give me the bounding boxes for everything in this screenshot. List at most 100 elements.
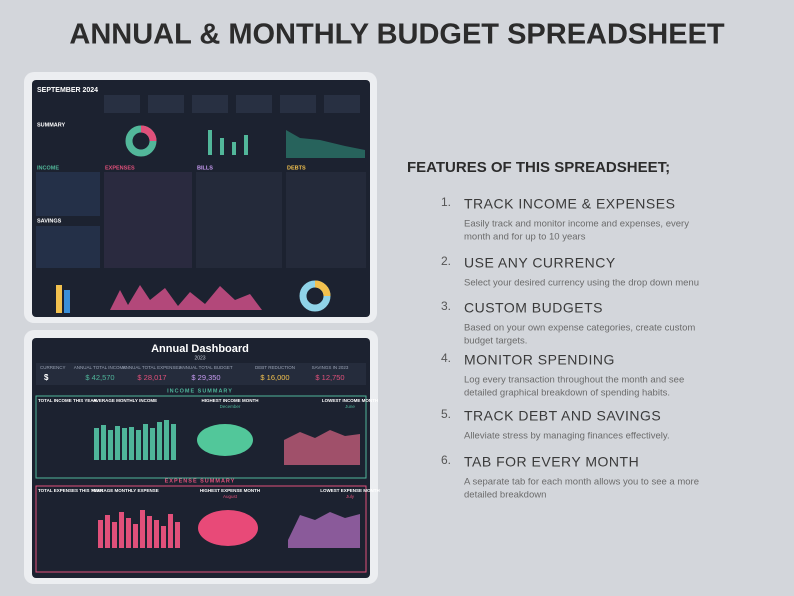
pie: [197, 424, 253, 456]
dashboard-year: 2023: [194, 355, 205, 361]
kpi-label: DEBT REDUCTION: [255, 365, 295, 370]
bar: [232, 142, 236, 155]
stat-month: December: [220, 404, 241, 409]
bar-group: [208, 130, 248, 155]
feature-description: Log every transaction throughout the mon…: [464, 375, 684, 386]
bar: [164, 420, 169, 460]
bar: [208, 130, 212, 155]
bar: [157, 422, 162, 460]
bar: [244, 135, 248, 155]
feature-title: USE ANY CURRENCY: [464, 255, 616, 271]
bar-group: [94, 420, 176, 460]
donut-slice: [140, 125, 157, 142]
feature-description: A separate tab for each month allows you…: [464, 477, 699, 488]
bar: [129, 427, 134, 460]
area: [284, 430, 360, 465]
kpi-value: $: [44, 373, 49, 382]
feature-title: TAB FOR EVERY MONTH: [464, 454, 639, 470]
bar: [126, 518, 131, 548]
kpi-label: CURRENCY: [40, 365, 66, 370]
feature-title: TRACK DEBT AND SAVINGS: [464, 408, 661, 424]
bar: [101, 425, 106, 460]
stat-label: LOWEST EXPENSE MONTH: [320, 488, 380, 493]
table-block: [104, 172, 192, 268]
bar: [119, 512, 124, 548]
bar: [168, 514, 173, 548]
donut-slice: [314, 280, 331, 297]
table-block: [36, 172, 100, 216]
feature-description: detailed graphical breakdown of spending…: [464, 388, 670, 399]
feature-description: budget targets.: [464, 336, 527, 347]
bar: [220, 138, 224, 155]
annual-screen: [32, 338, 370, 578]
bar-group: [98, 510, 180, 548]
bar: [122, 428, 127, 460]
bar: [98, 520, 103, 548]
stat-label: TOTAL EXPENSES THIS YEAR: [38, 488, 104, 493]
feature-title: MONITOR SPENDING: [464, 352, 615, 368]
kpi-label: ANNUAL TOTAL INCOME: [74, 365, 126, 370]
kpi-value: $ 29,350: [191, 373, 220, 382]
bar: [64, 290, 70, 313]
month-title: SEPTEMBER 2024: [37, 87, 98, 94]
kpi-value: $ 28,017: [137, 373, 166, 382]
kpi-value: $ 16,000: [260, 373, 289, 382]
bar: [143, 424, 148, 460]
feature-number: 2.: [441, 254, 451, 268]
feature-description: Easily track and monitor income and expe…: [464, 219, 689, 230]
kpi-box: [104, 95, 140, 113]
bar: [108, 430, 113, 460]
bar: [105, 515, 110, 548]
area: [288, 512, 360, 548]
feature-number: 4.: [441, 351, 451, 365]
page-title: ANNUAL & MONTHLY BUDGET SPREADSHEET: [69, 19, 725, 51]
section-label: SAVINGS: [37, 218, 62, 224]
feature-number: 1.: [441, 195, 451, 209]
feature-number: 5.: [441, 407, 451, 421]
feature-description: Select your desired currency using the d…: [464, 278, 699, 289]
pie: [198, 510, 258, 546]
dashboard-title: Annual Dashboard: [151, 343, 249, 355]
kpi-label: SAVINGS IN 2023: [312, 365, 349, 370]
area: [286, 130, 365, 158]
stat-label: AVERAGE MONTHLY INCOME: [93, 398, 157, 403]
bar: [94, 428, 99, 460]
table-block: [196, 172, 282, 268]
feature-description: detailed breakdown: [464, 490, 546, 501]
section-label: INCOME: [37, 165, 59, 171]
stat-label: TOTAL INCOME THIS YEAR: [38, 398, 98, 403]
stat-label: AVERAGE MONTHLY EXPENSE: [91, 488, 158, 493]
bar: [133, 524, 138, 548]
bar: [175, 522, 180, 548]
bar: [112, 522, 117, 548]
income-box: [35, 395, 367, 479]
section-label: EXPENSE SUMMARY: [165, 478, 236, 484]
kpi-box: [280, 95, 316, 113]
kpi-row: [36, 363, 366, 385]
stat-label: HIGHEST EXPENSE MONTH: [200, 488, 260, 493]
feature-description: month and for up to 10 years: [464, 232, 586, 243]
bar: [56, 285, 62, 313]
kpi-box: [236, 95, 272, 113]
stat-month: June: [345, 404, 355, 409]
area: [110, 285, 262, 310]
bar: [136, 430, 141, 460]
table-block: [36, 226, 100, 268]
feature-title: CUSTOM BUDGETS: [464, 300, 603, 316]
feature-description: Alleviate stress by managing finances ef…: [464, 431, 670, 442]
stat-month: August: [223, 494, 238, 499]
stat-month: July: [346, 494, 355, 499]
feature-title: TRACK INCOME & EXPENSES: [464, 196, 675, 212]
kpi-value: $ 42,570: [85, 373, 114, 382]
bar: [171, 424, 176, 460]
kpi-box: [148, 95, 184, 113]
section-label: BILLS: [197, 165, 213, 171]
section-label: SUMMARY: [37, 122, 66, 128]
bar: [154, 520, 159, 548]
table-block: [286, 172, 366, 268]
features-heading: FEATURES OF THIS SPREADSHEET;: [407, 159, 670, 176]
kpi-label: ANNUAL TOTAL BUDGET: [179, 365, 232, 370]
bar: [115, 426, 120, 460]
kpi-label: ANNUAL TOTAL EXPENSES: [123, 365, 182, 370]
stat-label: HIGHEST INCOME MONTH: [202, 398, 259, 403]
